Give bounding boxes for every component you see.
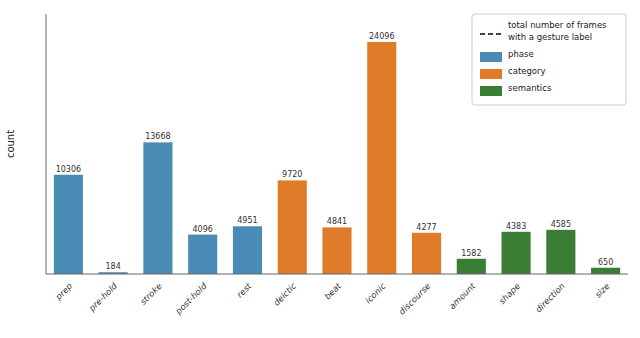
x-tick-label: size [593,281,612,300]
data-label: 24096 [369,32,394,41]
bar [591,268,620,274]
bar [546,230,575,274]
chart: 10306 184 13668 4096 4951 9720 4841 24096 4277 15… [0,0,640,338]
data-label: 13668 [145,132,170,141]
x-tick-label: deictic [271,281,298,308]
data-label: 10306 [56,165,81,174]
x-tick-label: rest [235,280,254,299]
legend-swatch [480,52,502,62]
y-axis-line [46,14,47,274]
data-label: 650 [598,258,613,267]
x-tick-label: direction [533,281,567,315]
bar [188,235,217,274]
bar [367,42,396,274]
x-tick-label: amount [447,280,478,311]
x-tick-label: iconic [363,281,388,306]
legend-label-line: total number of frames [508,20,607,30]
legend-label: semantics [508,83,552,93]
bar [457,259,486,274]
x-tick-label: discourse [397,281,433,317]
data-label: 4383 [506,222,526,231]
legend-label-line: with a gesture label [508,32,592,42]
x-tick-label: pre-hold [86,280,119,313]
bar [278,180,307,274]
data-label: 4841 [327,217,347,226]
legend-label: total number of frames with a gesture lab… [508,20,607,42]
x-tick-label: beat [322,280,343,301]
x-tick-label: stroke [138,281,164,307]
bar [233,226,262,274]
data-label: 9720 [282,170,302,179]
legend: total number of frames with a gesture lab… [472,14,626,105]
legend-swatch [480,86,502,96]
bar [322,227,351,274]
y-axis-label: count [5,130,16,158]
bar [143,142,172,274]
data-label: 1582 [461,249,481,258]
legend-swatch [480,69,502,79]
legend-label: phase [508,49,534,59]
legend-swatch [480,33,502,35]
bar [502,232,531,274]
x-tick-label: shape [497,281,522,306]
data-label: 184 [106,262,121,271]
legend-label-line: category [508,66,546,76]
data-label: 4277 [416,223,436,232]
data-label: 4096 [193,225,213,234]
legend-label-line: phase [508,49,534,59]
data-label: 4951 [237,216,257,225]
legend-box [472,14,626,105]
data-label: 4585 [551,220,571,229]
x-tick-label: post-hold [173,280,209,316]
legend-label: category [508,66,546,76]
x-axis-line [46,274,628,275]
x-tick-label: prep [53,281,75,303]
legend-label-line: semantics [508,83,552,93]
bar [412,233,441,274]
bar [54,175,83,274]
